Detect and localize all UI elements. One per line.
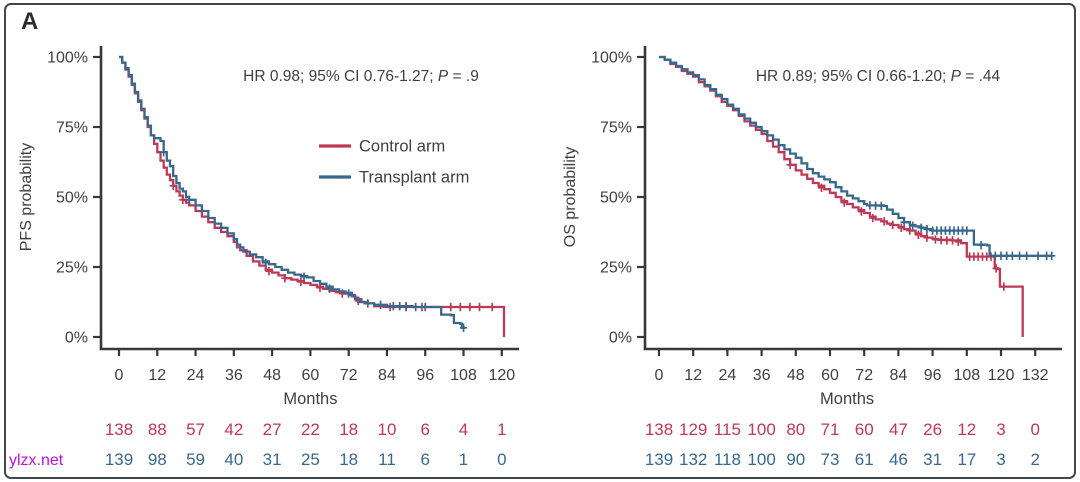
x-tick-label: 84 bbox=[890, 367, 908, 384]
legend-label: Transplant arm bbox=[359, 169, 469, 187]
x-tick-label: 24 bbox=[719, 367, 737, 384]
risk-count: 47 bbox=[889, 420, 908, 439]
risk-count: 90 bbox=[786, 450, 805, 469]
km-curve-transplant bbox=[659, 55, 1053, 257]
risk-count: 31 bbox=[923, 450, 942, 469]
km-curve-control bbox=[659, 55, 1024, 337]
risk-count: 31 bbox=[263, 450, 282, 469]
risk-count: 138 bbox=[645, 420, 673, 439]
hr-annotation: HR 0.89; 95% CI 0.66-1.20; P = .44 bbox=[756, 68, 1001, 85]
panel-label: A bbox=[21, 8, 39, 35]
x-tick-label: 48 bbox=[787, 367, 805, 384]
risk-count: 4 bbox=[459, 420, 468, 439]
risk-count: 1 bbox=[497, 420, 506, 439]
risk-count: 18 bbox=[339, 450, 358, 469]
risk-count: 132 bbox=[679, 450, 707, 469]
risk-count: 10 bbox=[377, 420, 396, 439]
y-axis-title: PFS probability bbox=[18, 143, 35, 252]
x-tick-label: 108 bbox=[953, 367, 980, 384]
x-tick-label: 60 bbox=[302, 367, 320, 384]
x-tick-label: 24 bbox=[187, 367, 205, 384]
risk-count: 27 bbox=[263, 420, 282, 439]
x-tick-label: 0 bbox=[115, 367, 124, 384]
risk-count: 100 bbox=[747, 420, 775, 439]
risk-count: 80 bbox=[786, 420, 805, 439]
risk-count: 98 bbox=[148, 450, 167, 469]
x-tick-label: 96 bbox=[416, 367, 434, 384]
risk-count: 6 bbox=[421, 450, 430, 469]
x-tick-label: 120 bbox=[988, 367, 1015, 384]
risk-count: 118 bbox=[714, 450, 741, 469]
x-tick-label: 60 bbox=[821, 367, 839, 384]
risk-count: 60 bbox=[855, 420, 874, 439]
x-tick-label: 36 bbox=[225, 367, 243, 384]
risk-count: 22 bbox=[301, 420, 320, 439]
risk-count: 40 bbox=[224, 450, 243, 469]
y-axis-title: OS probability bbox=[562, 147, 579, 248]
risk-count: 25 bbox=[301, 450, 320, 469]
km-curve-control bbox=[119, 55, 506, 337]
risk-count: 59 bbox=[186, 450, 205, 469]
y-tick-label: 50% bbox=[56, 190, 88, 207]
risk-count: 0 bbox=[1030, 420, 1039, 439]
km-curve-transplant bbox=[119, 55, 466, 329]
y-tick-label: 75% bbox=[600, 120, 632, 137]
y-tick-label: 100% bbox=[591, 50, 632, 67]
x-tick-label: 72 bbox=[855, 367, 873, 384]
risk-count: 71 bbox=[821, 420, 840, 439]
x-tick-label: 72 bbox=[340, 367, 358, 384]
x-tick-label: 96 bbox=[924, 367, 942, 384]
watermark: ylzx.net bbox=[9, 452, 64, 469]
y-tick-label: 100% bbox=[47, 50, 88, 67]
risk-count: 100 bbox=[747, 450, 775, 469]
y-tick-label: 0% bbox=[65, 330, 88, 347]
risk-count: 138 bbox=[105, 420, 133, 439]
risk-count: 0 bbox=[497, 450, 506, 469]
risk-count: 3 bbox=[996, 450, 1005, 469]
x-tick-label: 48 bbox=[263, 367, 281, 384]
risk-count: 139 bbox=[105, 450, 133, 469]
x-tick-label: 0 bbox=[655, 367, 664, 384]
risk-count: 139 bbox=[645, 450, 673, 469]
x-axis-title: Months bbox=[820, 390, 874, 408]
risk-count: 17 bbox=[957, 450, 976, 469]
risk-count: 2 bbox=[1030, 450, 1039, 469]
x-tick-label: 108 bbox=[450, 367, 477, 384]
y-tick-label: 75% bbox=[56, 120, 88, 137]
x-axis-title: Months bbox=[283, 390, 337, 408]
risk-count: 42 bbox=[224, 420, 243, 439]
risk-count: 3 bbox=[996, 420, 1005, 439]
risk-count: 57 bbox=[186, 420, 205, 439]
y-tick-label: 25% bbox=[600, 260, 632, 277]
risk-count: 6 bbox=[421, 420, 430, 439]
x-tick-label: 120 bbox=[488, 367, 515, 384]
x-tick-label: 132 bbox=[1022, 367, 1049, 384]
risk-count: 18 bbox=[339, 420, 358, 439]
risk-count: 115 bbox=[714, 420, 741, 439]
risk-count: 11 bbox=[378, 450, 396, 469]
x-tick-label: 36 bbox=[753, 367, 771, 384]
y-tick-label: 0% bbox=[609, 330, 632, 347]
x-tick-label: 12 bbox=[148, 367, 166, 384]
y-tick-label: 25% bbox=[56, 260, 88, 277]
risk-count: 46 bbox=[889, 450, 908, 469]
risk-count: 1 bbox=[459, 450, 468, 469]
risk-count: 129 bbox=[679, 420, 707, 439]
risk-count: 26 bbox=[923, 420, 942, 439]
risk-count: 73 bbox=[821, 450, 840, 469]
risk-count: 61 bbox=[855, 450, 874, 469]
x-tick-label: 12 bbox=[684, 367, 702, 384]
risk-count: 88 bbox=[148, 420, 167, 439]
y-tick-label: 50% bbox=[600, 190, 632, 207]
x-tick-label: 84 bbox=[378, 367, 396, 384]
hr-annotation: HR 0.98; 95% CI 0.76-1.27; P = .9 bbox=[243, 68, 479, 85]
risk-count: 12 bbox=[957, 420, 976, 439]
legend-label: Control arm bbox=[359, 138, 445, 156]
